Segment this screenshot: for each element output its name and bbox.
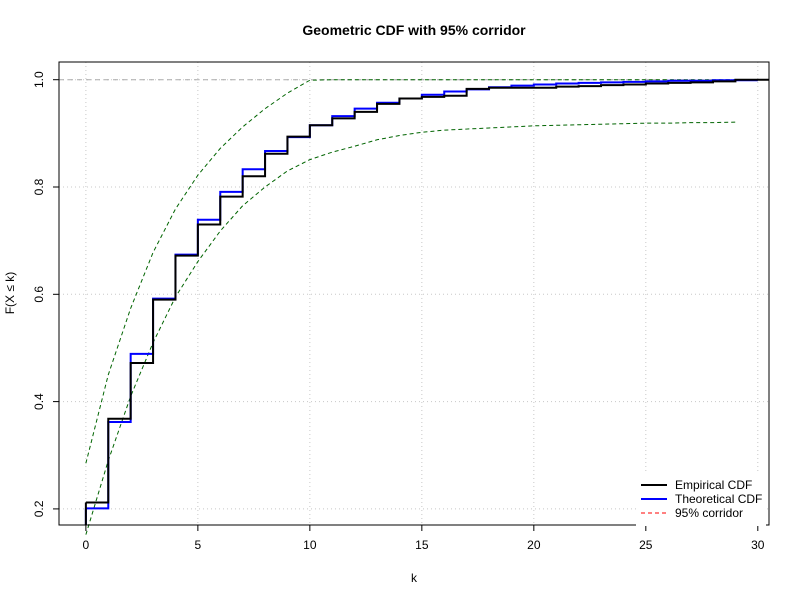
- x-tick-label: 15: [415, 538, 429, 552]
- x-tick-label: 20: [527, 538, 541, 552]
- legend-label-theoretical: Theoretical CDF: [675, 492, 762, 506]
- x-tick-label: 5: [195, 538, 202, 552]
- legend-label-corridor: 95% corridor: [675, 506, 743, 520]
- y-tick-label: 0.6: [32, 286, 46, 303]
- chart-title: Geometric CDF with 95% corridor: [302, 22, 526, 38]
- grid-lines: [59, 62, 769, 525]
- y-tick-label: 1.0: [32, 71, 46, 88]
- legend-label-empirical: Empirical CDF: [675, 478, 752, 492]
- legend: Empirical CDF Theoretical CDF 95% corrid…: [636, 474, 766, 526]
- empirical-series: [84, 78, 769, 525]
- y-tick-label: 0.4: [32, 393, 46, 410]
- x-tick-label: 10: [303, 538, 317, 552]
- y-tick-label: 0.2: [32, 500, 46, 517]
- x-tick-label: 25: [639, 538, 653, 552]
- x-axis-ticks: 0 5 10 15 20 25 30: [83, 525, 765, 552]
- x-tick-label: 30: [751, 538, 765, 552]
- plot-area-border: [58, 61, 770, 526]
- corridor-lower-line: [85, 121, 736, 535]
- y-axis-ticks: 0.2 0.4 0.6 0.8 1.0: [32, 71, 59, 517]
- y-tick-label: 0.8: [32, 178, 46, 195]
- x-tick-label: 0: [83, 538, 90, 552]
- empirical-cdf-line: [85, 78, 769, 504]
- corridor-series: [85, 79, 736, 535]
- corridor-upper-line: [85, 79, 736, 464]
- x-axis-label: k: [411, 571, 418, 585]
- y-axis-label: F(X ≤ k): [3, 272, 17, 315]
